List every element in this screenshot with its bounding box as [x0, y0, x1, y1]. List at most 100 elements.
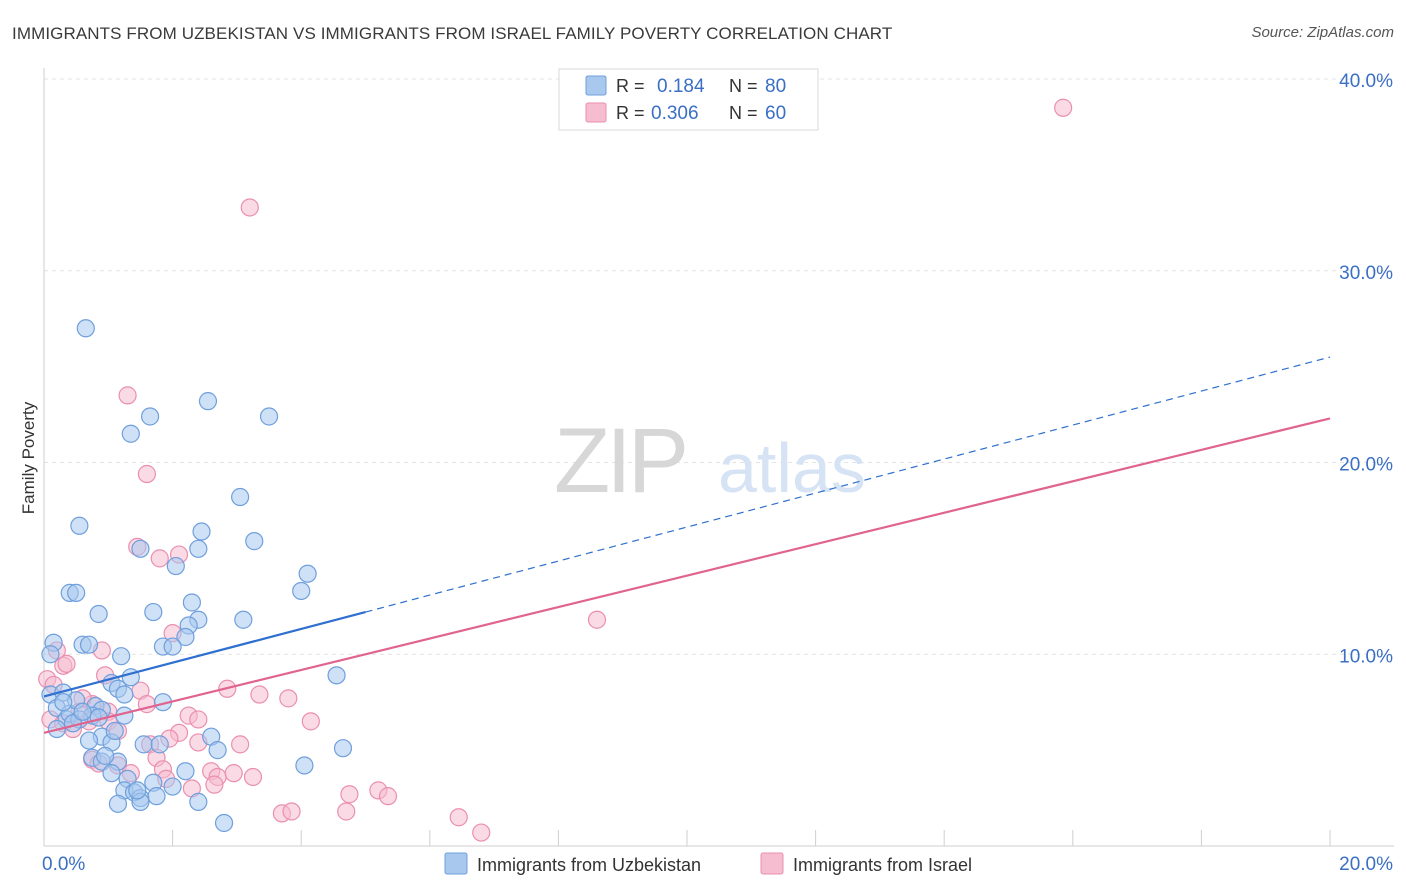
stats-legend-swatch-israel: [585, 102, 607, 123]
point-uzbekistan: [102, 764, 121, 783]
legend-swatch-uzbekistan: [444, 852, 468, 875]
point-uzbekistan: [73, 702, 92, 721]
point-uzbekistan: [245, 532, 264, 551]
point-uzbekistan: [108, 794, 128, 813]
point-israel: [243, 767, 263, 787]
point-uzbekistan: [234, 610, 253, 629]
point-israel: [337, 802, 356, 821]
point-israel: [282, 802, 301, 821]
y-tick-label: 20.0%: [1339, 455, 1393, 476]
point-uzbekistan: [231, 487, 250, 507]
y-tick-label: 40.0%: [1339, 71, 1393, 92]
point-uzbekistan: [292, 581, 311, 601]
stats-legend-swatch-uzbekistan: [585, 75, 607, 96]
point-uzbekistan: [140, 407, 160, 426]
y-tick-label: 30.0%: [1339, 263, 1393, 284]
point-israel: [57, 654, 76, 673]
stats-legend-n-label-uzbekistan: N =: [729, 76, 758, 96]
point-uzbekistan: [163, 777, 182, 796]
stats-legend-r-label-uzbekistan: R =: [616, 76, 645, 96]
point-israel: [240, 198, 259, 217]
point-uzbekistan: [192, 522, 211, 541]
stats-legend-n-label-israel: N =: [729, 103, 758, 123]
point-uzbekistan: [128, 781, 147, 800]
point-uzbekistan: [112, 647, 131, 666]
point-uzbekistan: [70, 516, 89, 535]
watermark-zip: ZIP: [554, 410, 685, 512]
point-uzbekistan: [189, 792, 208, 811]
point-uzbekistan: [131, 539, 150, 558]
point-israel: [301, 712, 320, 731]
stats-legend-r-label-israel: R =: [616, 103, 645, 123]
point-israel: [472, 823, 491, 842]
tick-labels: 10.0% 20.0% 30.0% 40.0% 0.0% 20.0%: [42, 71, 1393, 875]
point-israel: [250, 685, 269, 704]
point-uzbekistan: [89, 604, 108, 624]
point-uzbekistan: [295, 756, 314, 775]
point-uzbekistan: [327, 666, 346, 685]
bottom-legend: Immigrants from Uzbekistan Immigrants fr…: [444, 852, 972, 875]
point-israel: [189, 710, 208, 729]
point-uzbekistan: [176, 762, 195, 781]
watermark: ZIP atlas: [554, 410, 866, 512]
y-tick-label: 10.0%: [1339, 646, 1393, 667]
stats-legend-r-value-israel: 0.306: [651, 103, 699, 124]
point-israel: [340, 785, 359, 804]
point-uzbekistan: [41, 645, 60, 664]
stats-legend-r-value-uzbekistan: 0.184: [657, 76, 705, 97]
points-uzbekistan: [41, 319, 353, 833]
x-tick-label: 0.0%: [42, 854, 85, 875]
point-israel: [279, 689, 298, 708]
stats-legend: R = 0.184 N = 80 R = 0.306 N = 60: [558, 68, 819, 131]
point-uzbekistan: [259, 407, 279, 426]
point-uzbekistan: [208, 741, 227, 760]
legend-swatch-israel: [760, 852, 784, 875]
point-uzbekistan: [333, 739, 353, 758]
point-israel: [224, 764, 243, 783]
point-uzbekistan: [134, 735, 153, 754]
point-israel: [205, 775, 224, 794]
point-israel: [118, 386, 137, 405]
trend-layer: [43, 356, 1331, 734]
point-uzbekistan: [214, 813, 234, 833]
legend-label-israel: Immigrants from Israel: [793, 855, 972, 875]
point-uzbekistan: [105, 721, 124, 741]
point-uzbekistan: [298, 564, 317, 583]
point-israel: [1054, 98, 1073, 117]
point-uzbekistan: [198, 392, 218, 411]
point-israel: [587, 610, 607, 629]
stats-legend-n-value-israel: 60: [765, 103, 786, 124]
point-uzbekistan: [166, 556, 185, 576]
point-uzbekistan: [182, 593, 201, 612]
point-israel: [449, 808, 468, 827]
chart-title: IMMIGRANTS FROM UZBEKISTAN VS IMMIGRANTS…: [12, 24, 893, 43]
point-uzbekistan: [67, 583, 86, 602]
point-uzbekistan: [144, 602, 163, 622]
point-uzbekistan: [115, 685, 134, 704]
point-uzbekistan: [54, 693, 73, 712]
trend-line-israel: [43, 417, 1331, 734]
point-uzbekistan: [79, 635, 99, 654]
trend-line-uzbekistan: [43, 611, 366, 698]
x-tick-label: 20.0%: [1339, 854, 1393, 875]
point-uzbekistan: [150, 735, 169, 754]
point-israel: [150, 549, 169, 568]
point-uzbekistan: [176, 627, 195, 647]
point-uzbekistan: [95, 746, 115, 765]
point-uzbekistan: [76, 319, 95, 338]
point-uzbekistan: [189, 539, 208, 558]
legend-label-uzbekistan: Immigrants from Uzbekistan: [477, 855, 701, 875]
watermark-atlas: atlas: [718, 429, 866, 507]
trend-line-uzbekistan-extension: [365, 356, 1331, 613]
chart-source: Source: ZipAtlas.com: [1251, 24, 1394, 41]
point-uzbekistan: [121, 424, 140, 443]
point-uzbekistan: [147, 787, 166, 806]
point-uzbekistan: [163, 637, 182, 656]
y-axis-label: Family Poverty: [19, 401, 38, 514]
point-israel: [137, 464, 156, 484]
point-uzbekistan: [79, 731, 99, 750]
point-israel: [231, 735, 250, 754]
stats-legend-n-value-uzbekistan: 80: [765, 76, 786, 97]
